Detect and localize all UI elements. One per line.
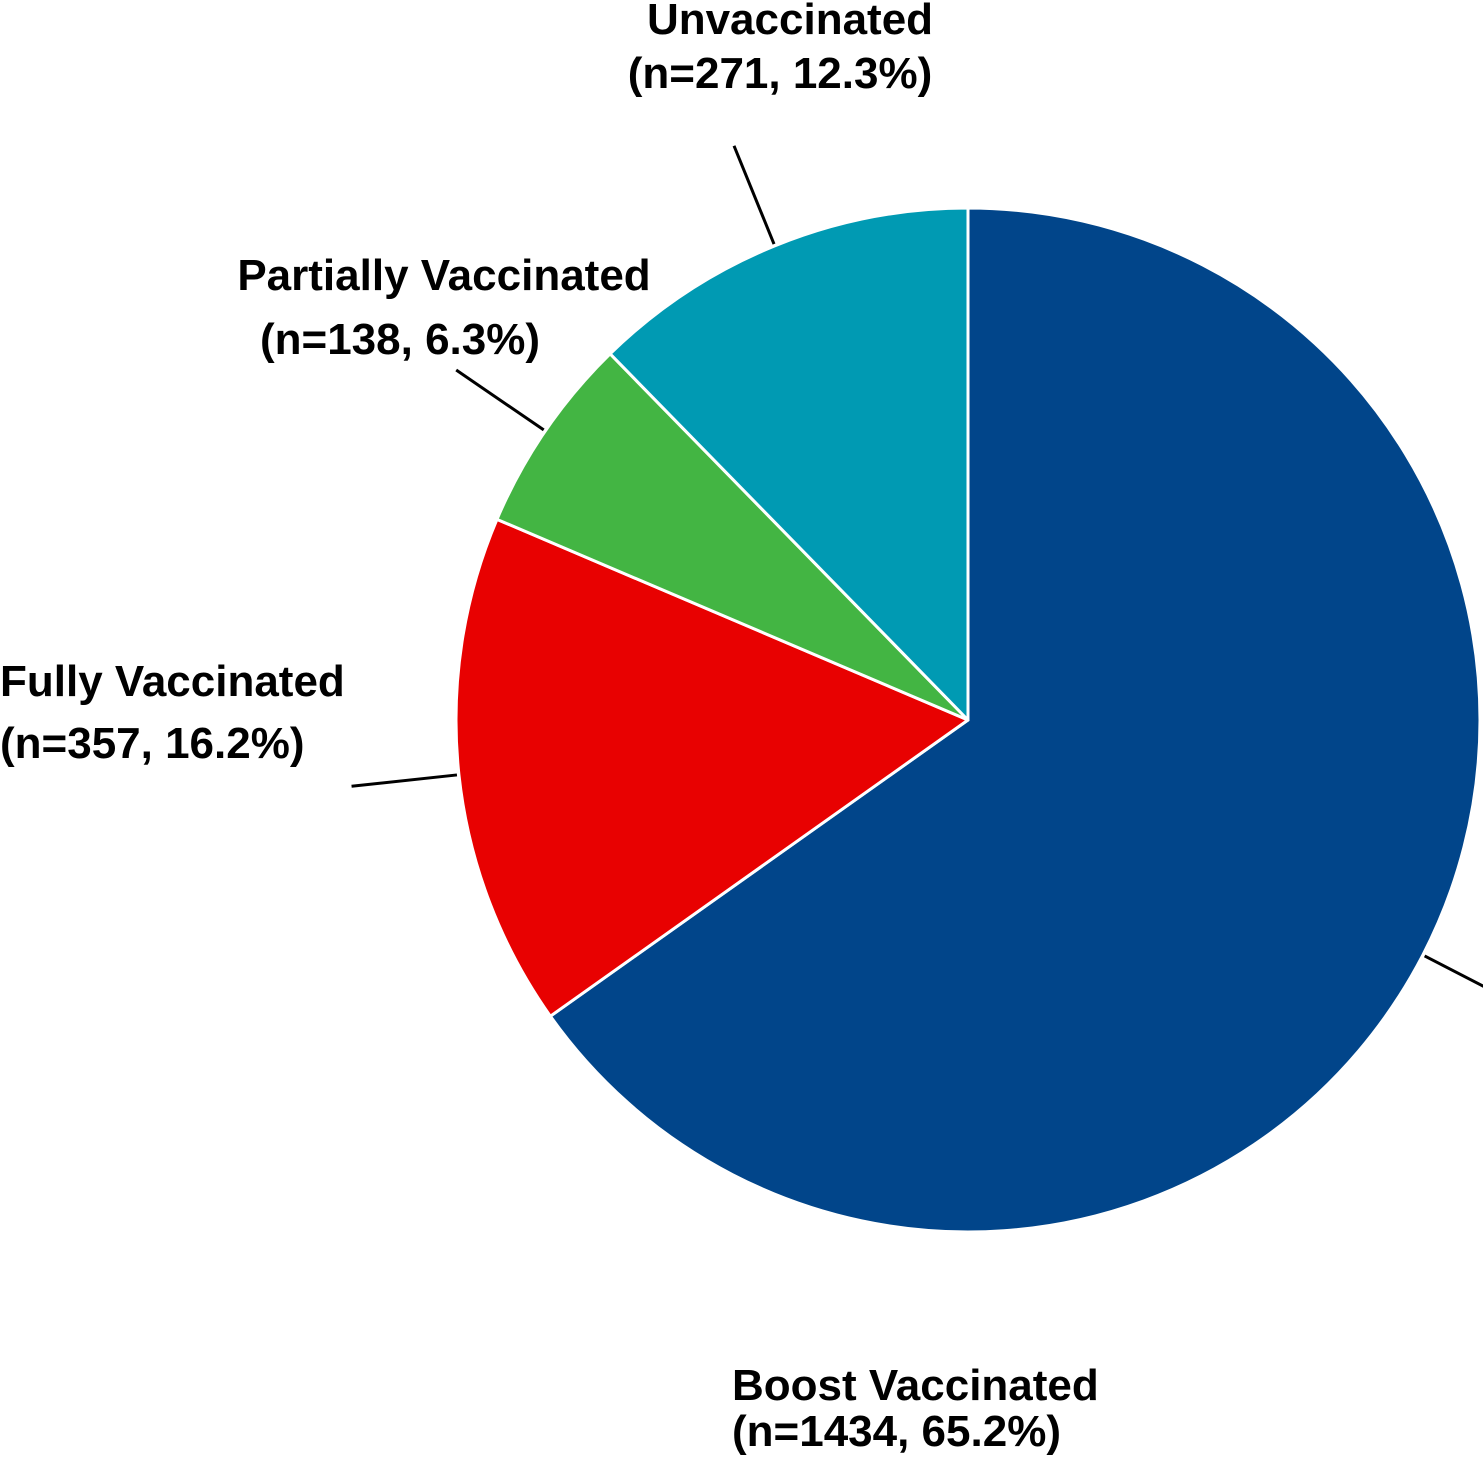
label-unvaccinated-name: Unvaccinated [647,0,933,44]
pie-slice-fully-vaccinated [454,517,970,1018]
pie-slice-partially-vaccinated [495,352,970,722]
label-fully-vaccinated-detail: (n=357, 16.2%) [0,719,305,768]
leader-line-unvaccinated [732,145,776,245]
label-partially-vaccinated-detail: (n=138, 6.3%) [260,315,540,364]
pie-slices [454,206,1482,1234]
label-fully-vaccinated-name: Fully Vaccinated [0,657,345,706]
leader-line-partially-vaccinated [455,368,545,432]
label-boost-vaccinated-detail: (n=1434, 65.2%) [732,1407,1061,1456]
label-boost-vaccinated-name: Boost Vaccinated [732,1361,1099,1410]
leader-line-boost-vaccinated [1423,954,1483,988]
pie-slice-unvaccinated [608,206,970,722]
label-unvaccinated-detail: (n=271, 12.3%) [628,49,933,98]
leader-lines [351,145,1483,988]
leader-line-fully-vaccinated [351,773,458,788]
label-partially-vaccinated-name: Partially Vaccinated [237,251,650,300]
pie-slice-boost-vaccinated [548,206,1482,1234]
